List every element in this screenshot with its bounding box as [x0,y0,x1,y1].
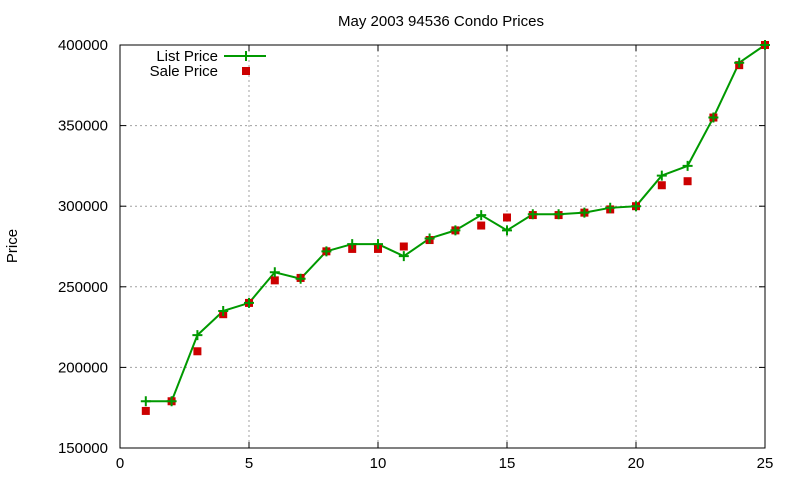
list-price-point [166,396,177,407]
axes: 0 5 10 15 20 25 150000 200000 250000 300000 350000… [58,37,773,472]
list-price-point [373,239,383,250]
x-tick-label: 0 [116,455,124,472]
list-price-point [450,225,461,236]
legend: List Price Sale Price [150,48,266,80]
sale-price-point [683,177,692,186]
list-price-point [553,209,564,220]
y-tick-label: 300000 [58,198,108,215]
sale-price-point [503,213,511,222]
legend-marker-sale-price [242,67,250,75]
list-price-point [760,40,770,50]
list-price-point [398,251,409,262]
sale-price-point [141,406,150,415]
legend-marker-list-price [241,51,251,61]
x-tick-label: 5 [245,455,253,472]
chart-title: May 2003 94536 Condo Prices [338,13,544,30]
plot-frame [119,44,766,449]
sale-price-point [657,181,666,190]
list-price-point [321,246,332,257]
list-price-point [502,225,512,236]
x-tick-label: 15 [499,455,516,472]
list-price-point [579,207,590,218]
sale-price-point [399,242,408,251]
y-tick-label: 350000 [58,118,108,135]
list-price-point [269,267,280,278]
list-price-point [708,112,719,123]
y-tick-label: 400000 [58,37,108,54]
y-axis-label: Price [4,229,21,263]
list-price-point [605,202,616,213]
list-price-point [244,297,254,308]
list-price-point [656,170,667,181]
list-price-point [424,233,435,244]
legend-label-sale-price: Sale Price [150,63,218,80]
sale-price-point [477,221,486,230]
sale-price-point [270,276,279,285]
y-tick-label: 200000 [58,359,108,376]
sale-price-point [193,347,202,356]
list-price-point [527,209,538,220]
list-price-point [734,57,745,68]
list-price-point [347,239,358,250]
y-tick-label: 250000 [58,279,108,296]
list-price-point [631,201,641,212]
list-price-point [476,210,487,221]
legend-label-list-price: List Price [156,48,218,65]
series-layer [140,40,770,415]
y-tick-label: 150000 [58,440,108,457]
list-price-point [218,305,229,316]
list-price-point [682,160,693,171]
list-price-point [192,330,203,341]
x-tick-label: 10 [370,455,387,472]
list-price-point [140,396,151,407]
x-tick-label: 20 [628,455,645,472]
x-tick-label: 25 [757,455,774,472]
list-price-point [295,273,306,284]
